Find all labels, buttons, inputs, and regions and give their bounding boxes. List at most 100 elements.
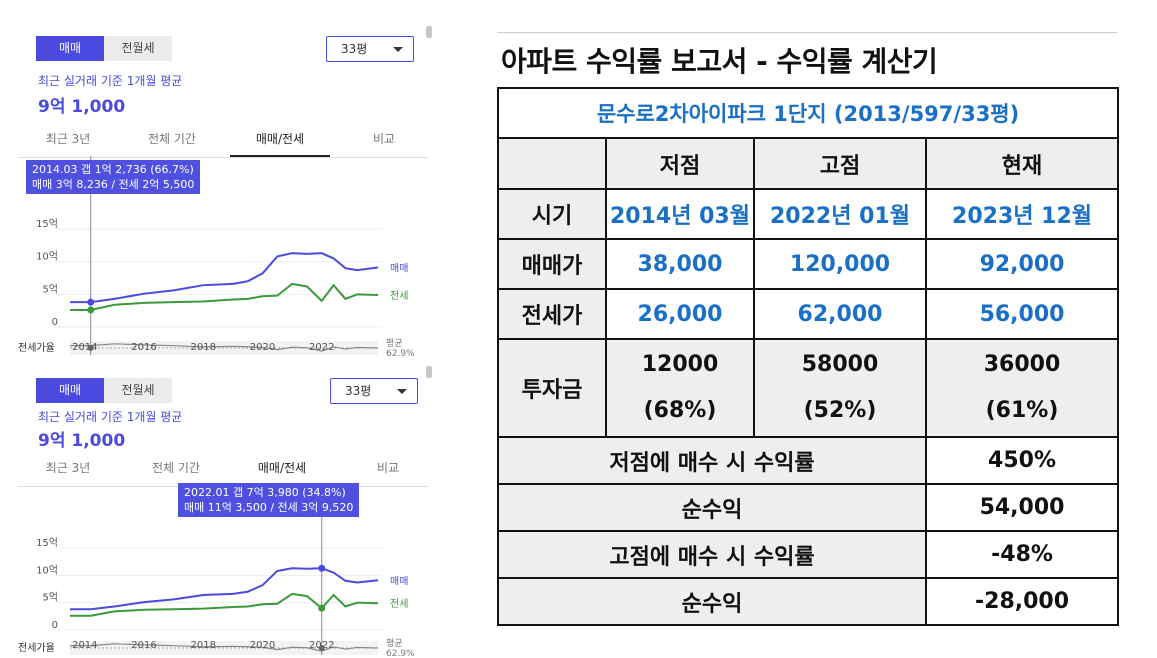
area-select-value: 33평: [341, 42, 368, 56]
area-select-value: 33평: [345, 384, 372, 398]
y-tick-label: 0: [52, 317, 58, 328]
x-tick-label: 2018: [191, 640, 216, 651]
tab-sale-jeonse[interactable]: 매매/전세: [230, 129, 330, 157]
price-panel-1: 매매 전월세 33평 최근 실거래 기준 1개월 평균 9억 1,000 최근 …: [18, 26, 438, 360]
row-label-jeonse: 전세가: [497, 288, 607, 340]
sale-hover-point: [87, 298, 95, 306]
summary-value-low-yield: 450%: [924, 436, 1120, 485]
sale-low: 38,000: [605, 238, 755, 290]
col-header-high: 고점: [753, 137, 927, 190]
investment-low-amount: 12000: [641, 352, 719, 377]
yield-table: 문수로2차아이파크 1단지 (2013/597/33평) 저점 고점 현재 시기…: [496, 87, 1120, 626]
jeonse-series-line: [70, 592, 379, 617]
price-subtitle: 최근 실거래 기준 1개월 평균: [38, 410, 183, 424]
row-label-period: 시기: [497, 188, 607, 240]
chart-tooltip: 2022.01 갭 7억 3,980 (34.8%) 매매 11억 3,500 …: [178, 483, 360, 517]
price-subtitle: 최근 실거래 기준 1개월 평균: [38, 74, 183, 88]
chevron-down-icon: [393, 47, 403, 52]
sale-toggle-button[interactable]: 매매: [36, 378, 104, 403]
average-value: 62.9%: [386, 649, 415, 658]
chart-tooltip: 2014.03 갭 1억 2,736 (66.7%) 매매 3억 8,236 /…: [26, 160, 201, 194]
period-current: 2023년 12월: [924, 188, 1120, 240]
tab-sale-jeonse[interactable]: 매매/전세: [232, 458, 332, 486]
tab-recent-3y[interactable]: 최근 3년: [45, 132, 91, 146]
sale-toggle-button[interactable]: 매매: [36, 36, 104, 61]
x-tick-label: 2014: [72, 640, 97, 651]
row-label-sale: 매매가: [497, 238, 607, 290]
x-tick-label: 2020: [250, 342, 275, 353]
scrollbar-thumb[interactable]: [426, 26, 432, 38]
sale-series-line: [70, 567, 379, 611]
area-select[interactable]: 33평: [330, 378, 418, 404]
investment-current-amount: 36000: [983, 352, 1061, 377]
investment-high-amount: 58000: [801, 352, 879, 377]
gap-label: 전세가율: [18, 342, 55, 354]
sale-series-label: 매매: [390, 263, 408, 275]
average-value: 62.9%: [386, 349, 415, 359]
corner-cell: [497, 137, 607, 190]
jeonse-series-line: [70, 282, 379, 312]
investment-current-ratio: (61%): [985, 398, 1059, 423]
rent-toggle-button[interactable]: 전월세: [104, 36, 172, 61]
x-tick-label: 2020: [250, 640, 275, 651]
period-low: 2014년 03월: [605, 188, 755, 240]
sale-high: 120,000: [753, 238, 927, 290]
tab-all-period[interactable]: 전체 기간: [148, 132, 196, 146]
tab-all-period[interactable]: 전체 기간: [152, 461, 200, 475]
summary-value-high-yield: -48%: [924, 530, 1120, 579]
sale-series-label: 매매: [390, 575, 408, 587]
col-header-low: 저점: [605, 137, 755, 190]
tooltip-price-line: 매매 3억 8,236 / 전세 2억 5,500: [32, 178, 195, 191]
tooltip-gap-line: 2014.03 갭 1억 2,736 (66.7%): [32, 163, 194, 176]
y-tick-label: 10억: [36, 564, 58, 576]
jeonse-series-label: 전세: [390, 598, 408, 610]
jeonse-series-label: 전세: [390, 290, 408, 302]
jeonse-high: 62,000: [753, 288, 927, 340]
jeonse-hover-point: [87, 306, 95, 314]
average-label: 평균: [386, 638, 403, 649]
x-tick-label: 2014: [72, 342, 97, 353]
col-header-current: 현재: [924, 137, 1120, 190]
y-tick-label: 5억: [42, 592, 58, 604]
x-tick-label: 2018: [191, 342, 216, 353]
sale-hover-point: [318, 564, 326, 572]
gap-hover-point: [318, 645, 325, 651]
tab-compare[interactable]: 비교: [372, 132, 396, 146]
tab-compare[interactable]: 비교: [376, 461, 400, 475]
summary-label-high-profit: 순수익: [497, 577, 927, 626]
sale-series-line: [70, 252, 379, 304]
area-select[interactable]: 33평: [326, 36, 414, 62]
tab-divider: [18, 157, 428, 158]
summary-label-low-profit: 순수익: [497, 483, 927, 532]
y-tick-label: 10억: [36, 251, 58, 263]
period-tabs: 최근 3년 전체 기간 매매/전세 비교: [18, 129, 428, 159]
y-tick-label: 15억: [36, 537, 58, 549]
tooltip-price-line: 매매 11억 3,500 / 전세 3억 9,520: [184, 501, 354, 514]
scrollbar-thumb[interactable]: [426, 366, 432, 378]
tooltip-gap-line: 2022.01 갭 7억 3,980 (34.8%): [184, 486, 346, 499]
summary-label-low-yield: 저점에 매수 시 수익률: [497, 436, 927, 485]
investment-high: 58000 (52%): [753, 338, 927, 438]
jeonse-current: 56,000: [924, 288, 1120, 340]
report-top-divider: [497, 32, 1117, 33]
summary-value-high-profit: -28,000: [924, 577, 1120, 626]
average-label: 평균: [386, 338, 403, 349]
y-tick-label: 0: [52, 620, 58, 631]
price-panel-2: 매매 전월세 33평 최근 실거래 기준 1개월 평균 9억 1,000 최근 …: [18, 366, 438, 658]
x-tick-label: 2022: [309, 342, 334, 353]
y-tick-label: 5억: [42, 283, 58, 295]
average-price: 9억 1,000: [38, 431, 126, 451]
gap-hover-point: [87, 345, 94, 351]
x-tick-label: 2016: [131, 640, 156, 651]
trade-type-toggle: 매매 전월세: [36, 36, 172, 61]
average-price: 9억 1,000: [38, 97, 126, 117]
investment-low: 12000 (68%): [605, 338, 755, 438]
investment-current: 36000 (61%): [924, 338, 1120, 438]
gap-ratio-line: [70, 343, 379, 352]
complex-heading: 문수로2차아이파크 1단지 (2013/597/33평): [496, 87, 1120, 139]
rent-toggle-button[interactable]: 전월세: [104, 378, 172, 403]
summary-value-low-profit: 54,000: [924, 483, 1120, 532]
tab-recent-3y[interactable]: 최근 3년: [45, 461, 91, 475]
